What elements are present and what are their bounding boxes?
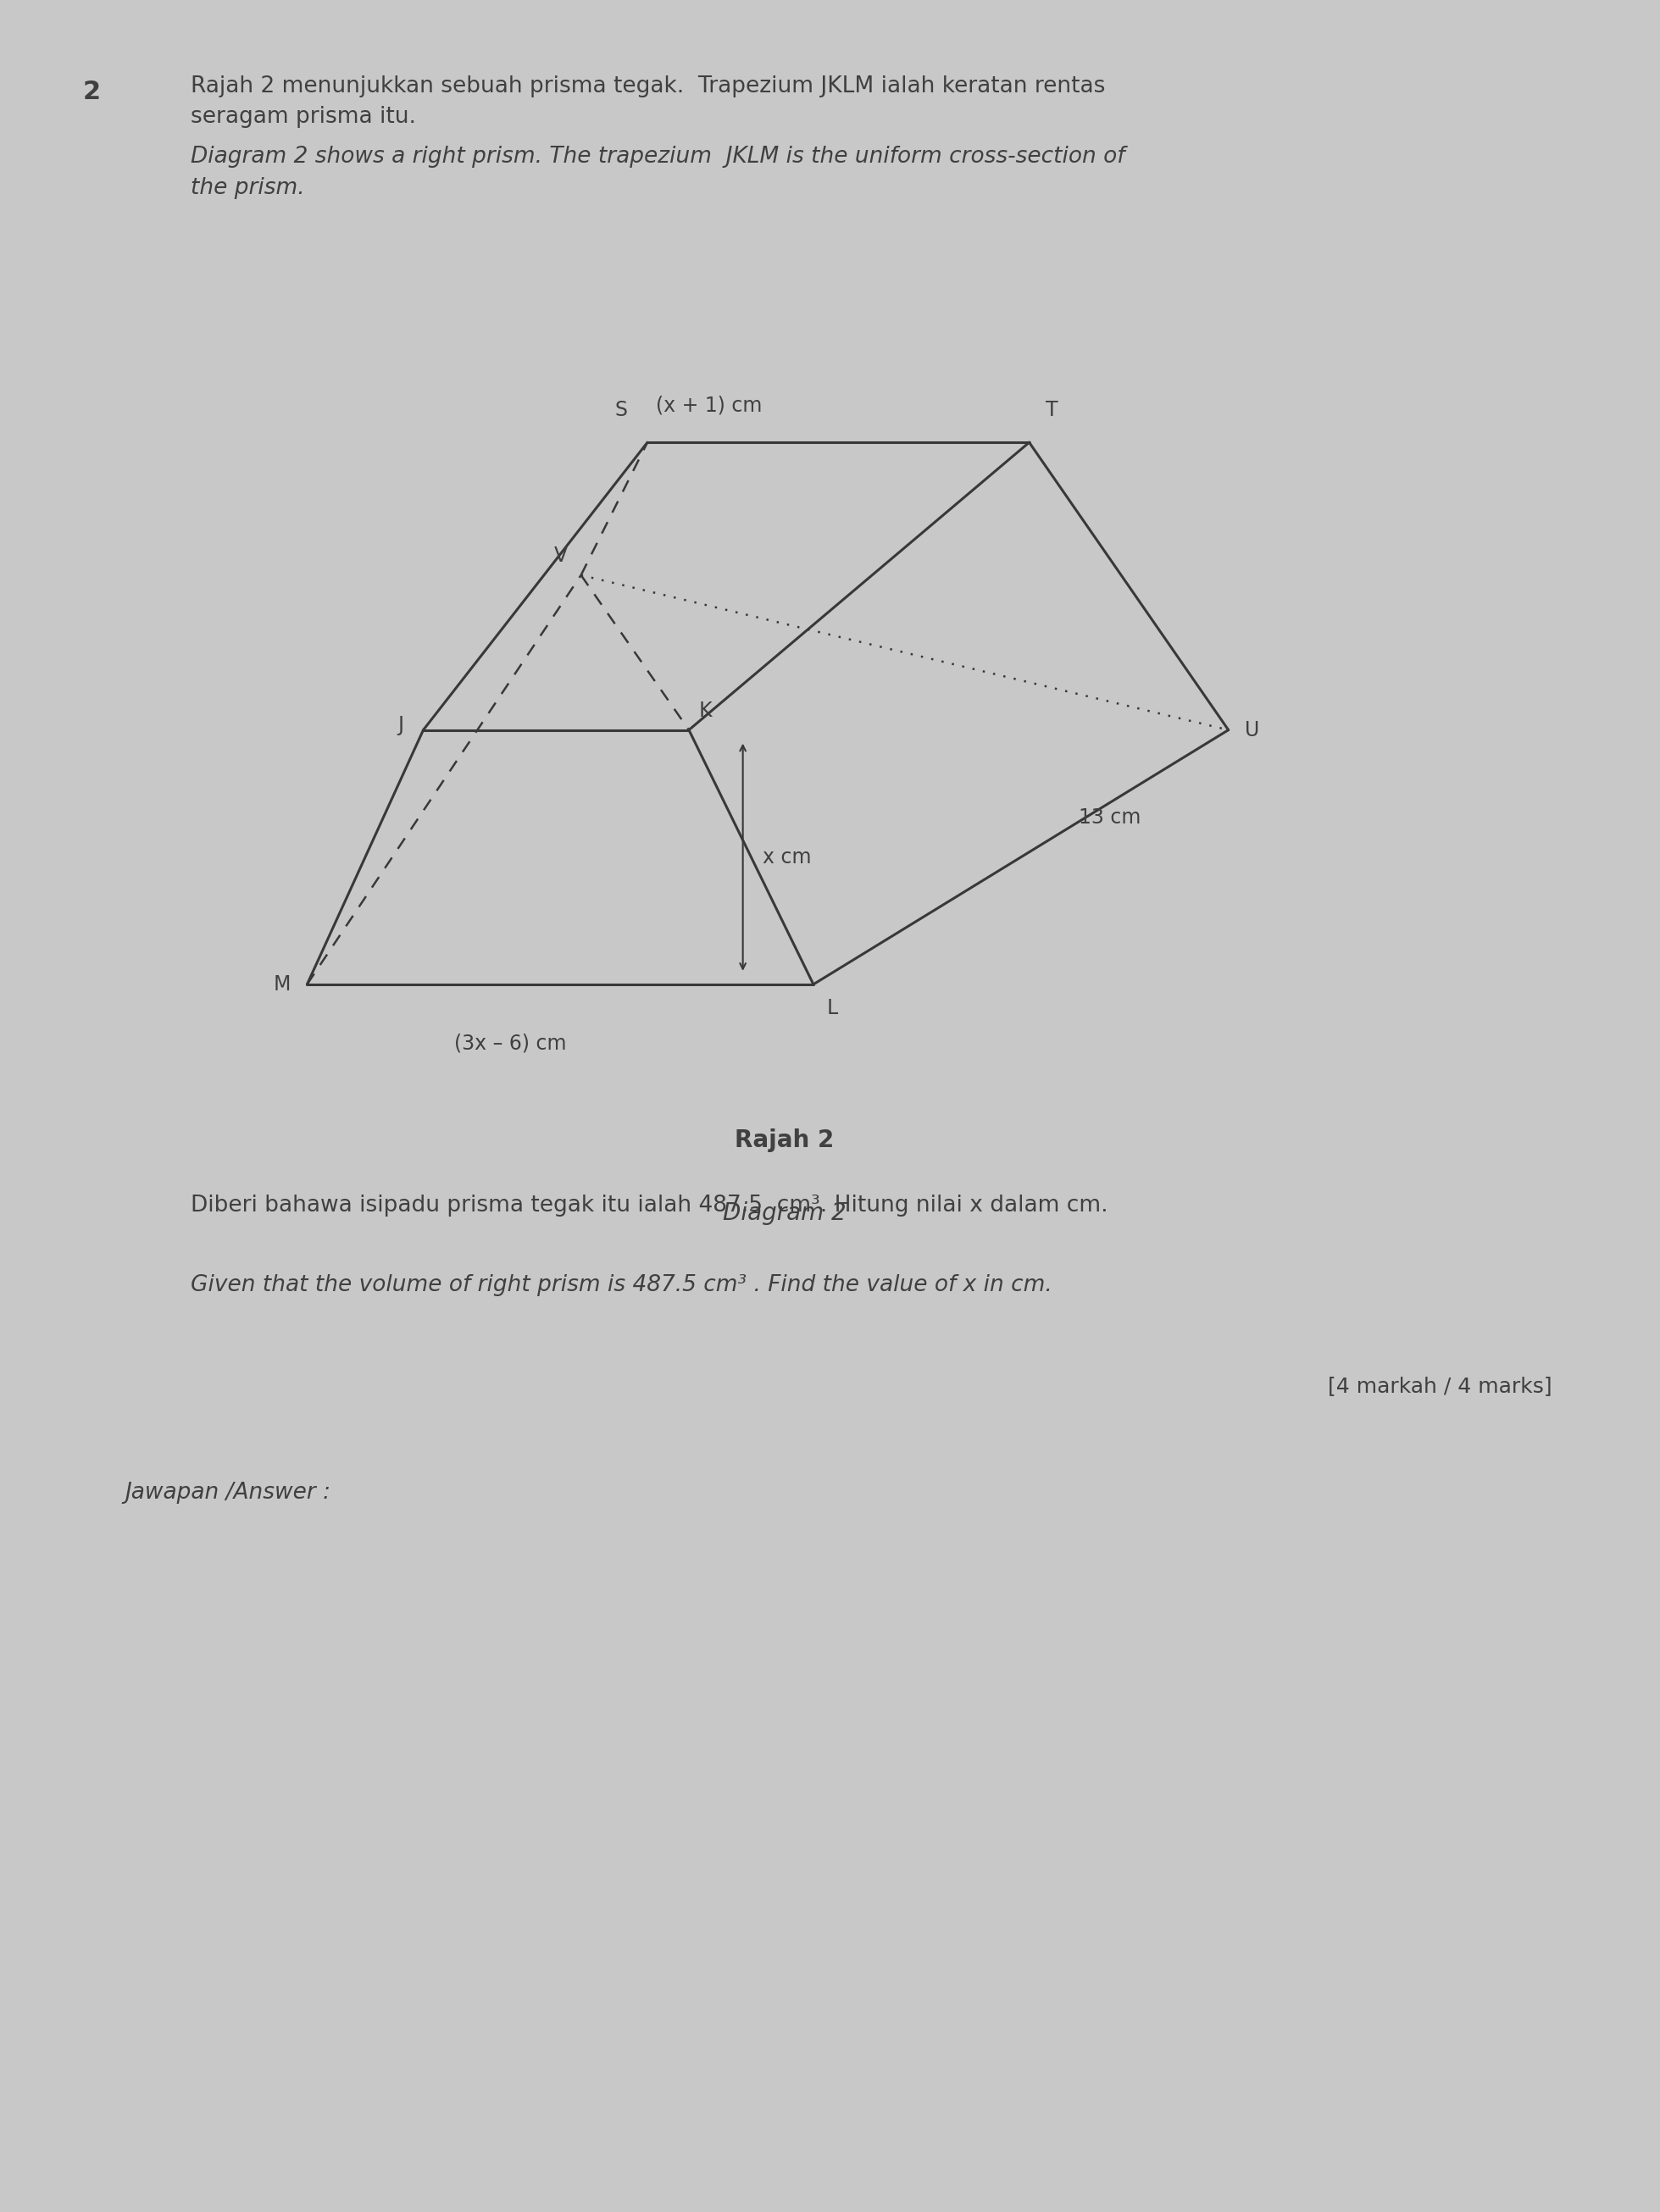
Text: the prism.: the prism. <box>191 177 305 199</box>
Text: seragam prisma itu.: seragam prisma itu. <box>191 106 417 128</box>
Text: K: K <box>699 701 712 721</box>
Text: Given that the volume of right prism is 487.5 cm³ . Find the value of x in cm.: Given that the volume of right prism is … <box>191 1274 1052 1296</box>
Text: Rajah 2: Rajah 2 <box>735 1128 833 1152</box>
Text: T: T <box>1046 400 1057 420</box>
Text: V: V <box>554 546 568 566</box>
Text: U: U <box>1245 719 1260 741</box>
Text: x cm: x cm <box>764 847 812 867</box>
Text: (3x – 6) cm: (3x – 6) cm <box>455 1033 566 1053</box>
Text: Jawapan /Answer :: Jawapan /Answer : <box>124 1482 330 1504</box>
Text: [4 markah / 4 marks]: [4 markah / 4 marks] <box>1328 1376 1552 1396</box>
Text: L: L <box>827 998 838 1018</box>
Text: Diberi bahawa isipadu prisma tegak itu ialah 487.5  cm³. Hitung nilai x dalam cm: Diberi bahawa isipadu prisma tegak itu i… <box>191 1194 1109 1217</box>
Text: J: J <box>397 714 403 737</box>
Text: 2: 2 <box>83 80 101 104</box>
Text: Rajah 2 menunjukkan sebuah prisma tegak.  Trapezium JKLM ialah keratan rentas: Rajah 2 menunjukkan sebuah prisma tegak.… <box>191 75 1106 97</box>
Text: Diagram 2 shows a right prism. The trapezium  JKLM is the uniform cross-section : Diagram 2 shows a right prism. The trape… <box>191 146 1125 168</box>
Text: 13 cm: 13 cm <box>1079 807 1140 827</box>
Text: M: M <box>274 973 290 995</box>
Text: Diagram 2: Diagram 2 <box>722 1201 847 1225</box>
Text: S: S <box>614 400 627 420</box>
Text: (x + 1) cm: (x + 1) cm <box>656 396 762 416</box>
